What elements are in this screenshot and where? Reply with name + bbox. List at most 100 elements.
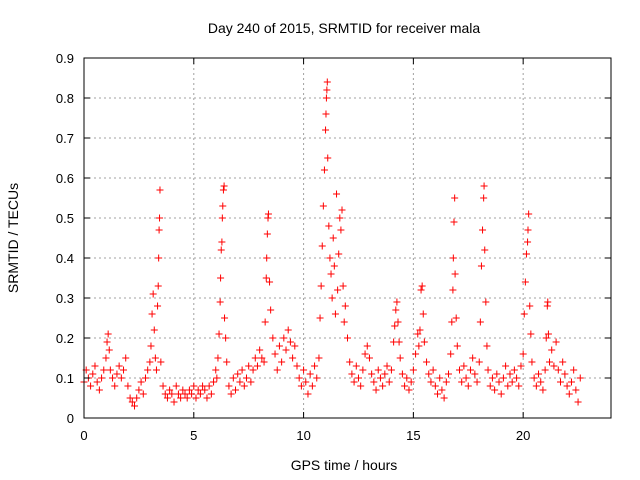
data-point bbox=[170, 398, 178, 406]
data-point bbox=[462, 374, 470, 382]
data-point bbox=[542, 334, 550, 342]
data-point bbox=[376, 374, 384, 382]
data-point bbox=[544, 298, 552, 306]
data-point bbox=[460, 362, 468, 370]
data-point bbox=[150, 326, 158, 334]
data-point bbox=[554, 366, 562, 374]
data-point bbox=[222, 334, 230, 342]
data-point bbox=[532, 382, 540, 390]
data-point bbox=[316, 314, 324, 322]
data-point bbox=[412, 350, 420, 358]
data-point bbox=[87, 382, 95, 390]
y-axis-label: SRMTID / TECUs bbox=[5, 183, 21, 293]
data-point bbox=[188, 390, 196, 398]
data-point bbox=[261, 318, 269, 326]
data-point bbox=[213, 374, 221, 382]
data-point bbox=[425, 370, 433, 378]
data-point bbox=[240, 382, 248, 390]
data-point bbox=[381, 370, 389, 378]
y-tick-label: 0.4 bbox=[56, 251, 74, 266]
data-point bbox=[469, 354, 477, 362]
data-point bbox=[174, 390, 182, 398]
data-point bbox=[135, 386, 143, 394]
data-point bbox=[372, 386, 380, 394]
data-point bbox=[323, 78, 331, 86]
data-point bbox=[405, 386, 413, 394]
data-point bbox=[177, 394, 185, 402]
data-point bbox=[524, 226, 532, 234]
data-point bbox=[219, 202, 227, 210]
data-point bbox=[484, 366, 492, 374]
data-point bbox=[520, 310, 528, 318]
data-point bbox=[93, 378, 101, 386]
data-point bbox=[284, 326, 292, 334]
data-point bbox=[156, 214, 164, 222]
data-point bbox=[267, 306, 275, 314]
data-points bbox=[80, 78, 584, 410]
data-point bbox=[217, 274, 225, 282]
data-point bbox=[126, 394, 134, 402]
data-point bbox=[100, 366, 108, 374]
y-tick-label: 0.2 bbox=[56, 331, 74, 346]
data-point bbox=[473, 378, 481, 386]
data-point bbox=[103, 338, 111, 346]
y-tick-label: 0 bbox=[67, 411, 74, 426]
data-point bbox=[131, 402, 139, 410]
data-point bbox=[124, 382, 132, 390]
data-point bbox=[403, 374, 411, 382]
data-point bbox=[429, 366, 437, 374]
data-point bbox=[513, 374, 521, 382]
data-point bbox=[483, 342, 491, 350]
data-point bbox=[242, 374, 250, 382]
data-point bbox=[506, 370, 514, 378]
data-point bbox=[391, 322, 399, 330]
y-tick-label: 0.1 bbox=[56, 371, 74, 386]
data-point bbox=[159, 382, 167, 390]
plot-frame bbox=[83, 57, 612, 419]
data-point bbox=[325, 222, 333, 230]
data-point bbox=[156, 186, 164, 194]
data-point bbox=[497, 390, 505, 398]
data-point bbox=[166, 386, 174, 394]
data-point bbox=[201, 386, 209, 394]
data-point bbox=[493, 370, 501, 378]
data-point bbox=[196, 390, 204, 398]
data-point bbox=[328, 294, 336, 302]
data-point bbox=[161, 390, 169, 398]
data-point bbox=[295, 374, 303, 382]
data-point bbox=[249, 366, 257, 374]
data-point bbox=[448, 318, 456, 326]
data-point bbox=[115, 362, 123, 370]
data-point bbox=[334, 286, 342, 294]
data-point bbox=[322, 94, 330, 102]
data-point bbox=[544, 330, 552, 338]
y-tick-label: 0.9 bbox=[56, 51, 74, 66]
data-point bbox=[199, 382, 207, 390]
data-point bbox=[488, 374, 496, 382]
data-point bbox=[109, 374, 117, 382]
x-tick-label: 0 bbox=[80, 428, 87, 443]
data-point bbox=[508, 378, 516, 386]
data-point bbox=[348, 370, 356, 378]
data-point bbox=[264, 210, 272, 218]
data-point bbox=[486, 382, 494, 390]
data-point bbox=[455, 366, 463, 374]
data-point bbox=[263, 230, 271, 238]
data-point bbox=[245, 362, 253, 370]
data-point bbox=[419, 310, 427, 318]
data-point bbox=[515, 382, 523, 390]
data-point bbox=[561, 370, 569, 378]
data-point bbox=[477, 262, 485, 270]
data-point bbox=[527, 330, 535, 338]
data-point bbox=[210, 378, 218, 386]
data-point bbox=[359, 366, 367, 374]
data-point bbox=[535, 370, 543, 378]
data-point bbox=[482, 298, 490, 306]
data-point bbox=[147, 342, 155, 350]
data-point bbox=[392, 306, 400, 314]
data-point bbox=[471, 370, 479, 378]
data-point bbox=[491, 386, 499, 394]
data-point bbox=[329, 234, 337, 242]
data-point bbox=[256, 346, 264, 354]
